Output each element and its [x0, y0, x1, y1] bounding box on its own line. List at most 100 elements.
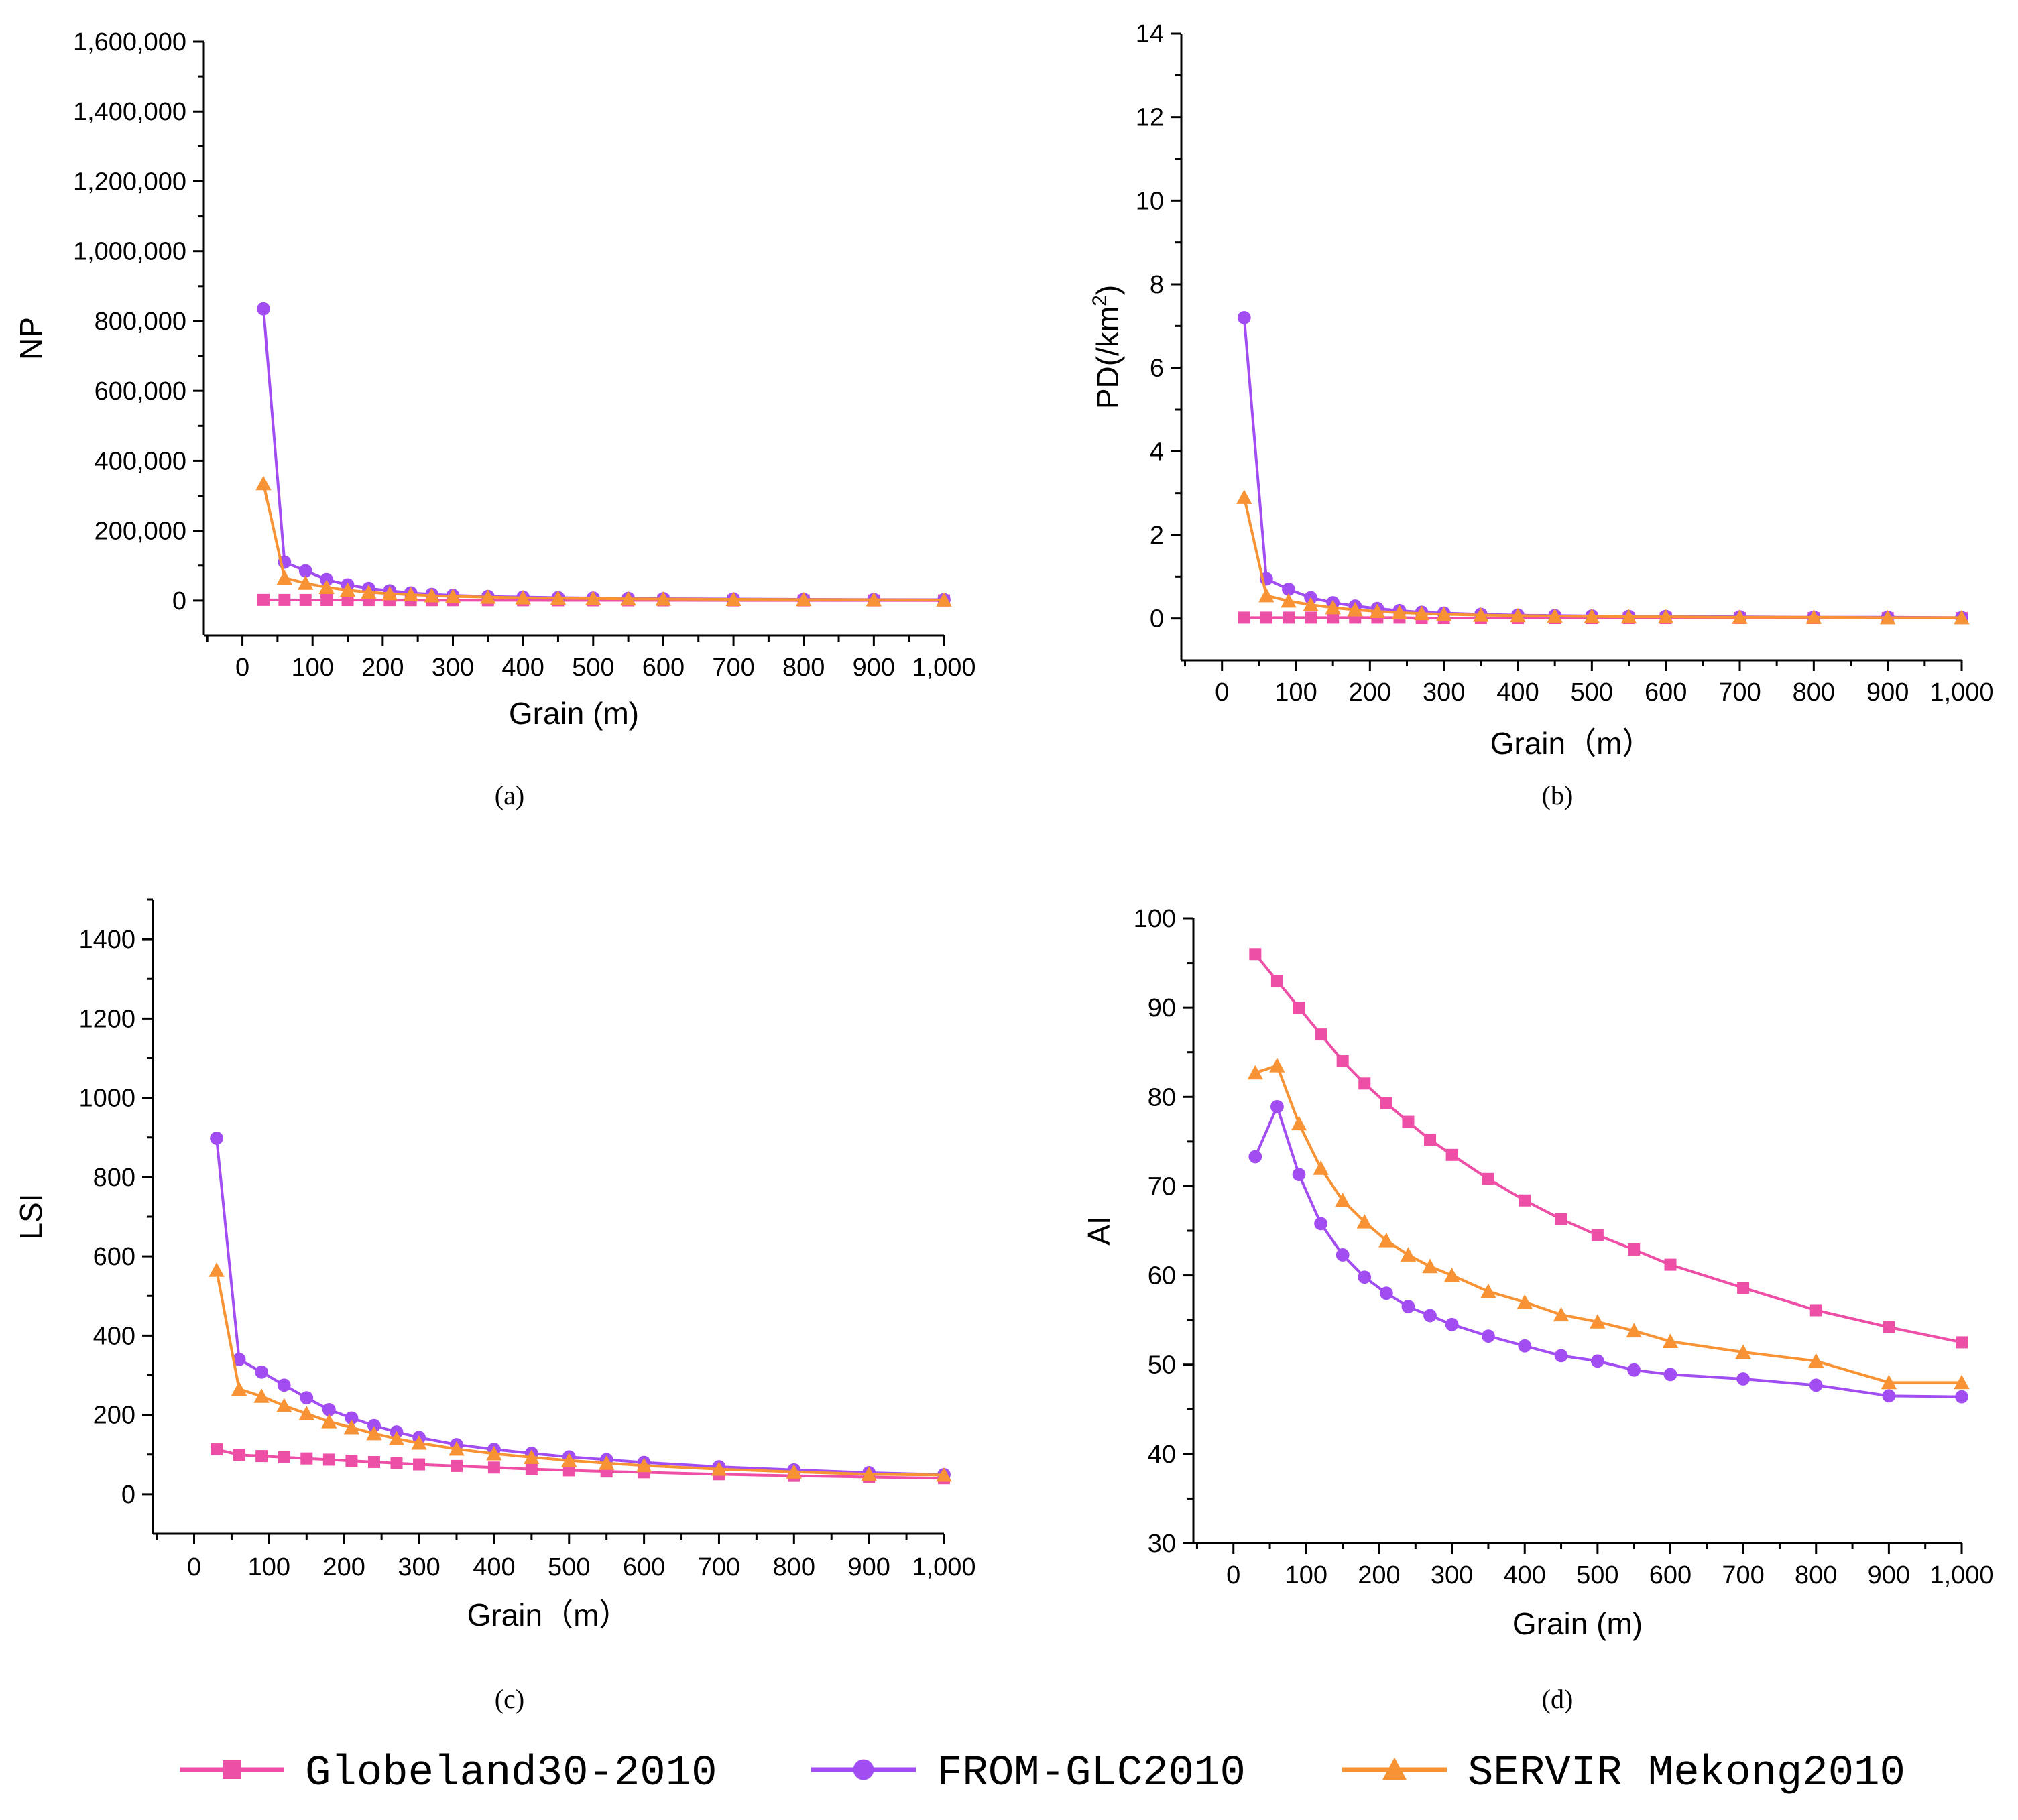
legend-item: FROM-GLC2010	[811, 1750, 1246, 1798]
y-tick-label: 200	[93, 1402, 135, 1430]
data-point	[1336, 1248, 1350, 1262]
data-point	[1547, 608, 1563, 623]
data-point	[1236, 489, 1252, 504]
x-tick-label: 1,000	[1930, 1561, 1993, 1589]
x-tick-label: 500	[572, 654, 614, 682]
y-tick-label: 1,600,000	[73, 28, 186, 56]
data-point	[257, 302, 270, 316]
x-tick-label: 1,000	[912, 1553, 975, 1581]
series-line	[261, 483, 945, 601]
data-point	[1423, 1309, 1437, 1323]
data-point	[1291, 1115, 1307, 1131]
data-point	[211, 1443, 223, 1456]
data-point	[299, 593, 312, 606]
x-axis-title: Grain (m)	[509, 696, 639, 731]
y-tick-label: 50	[1148, 1351, 1176, 1380]
x-tick-label: 700	[1718, 678, 1761, 707]
data-point	[1473, 607, 1489, 622]
data-point	[1356, 1213, 1372, 1229]
data-point	[1260, 611, 1272, 624]
data-point	[278, 593, 291, 606]
data-point	[1358, 1077, 1371, 1090]
data-point	[450, 1459, 463, 1472]
x-tick-label: 100	[1274, 678, 1317, 707]
data-point	[1663, 1368, 1677, 1382]
y-tick-label: 40	[1148, 1441, 1176, 1469]
data-point	[562, 1464, 575, 1477]
x-tick-label: 100	[248, 1553, 290, 1581]
panel-b-pd-chart: 0 100 200 300 400 500 600 700 800 900 1,000 0 2 4 6 8 10…	[1089, 20, 1994, 810]
legend-marker	[853, 1759, 874, 1780]
data-point	[1482, 1329, 1495, 1343]
x-tick-label: 800	[773, 1553, 815, 1581]
panel-c-lsi-chart: 0 100 200 300 400 500 600 700 800 900 1,000 0 200 400…	[13, 898, 976, 1714]
x-tick-label: 700	[712, 654, 754, 682]
data-point	[1401, 1300, 1415, 1314]
y-tick-label: 30	[1148, 1530, 1176, 1558]
x-tick-label: 600	[1649, 1561, 1691, 1589]
data-point	[1400, 1247, 1417, 1262]
x-tick-label: 900	[853, 654, 895, 682]
y-tick-label: 1000	[78, 1085, 135, 1113]
series-line	[1254, 953, 1962, 1344]
data-point	[1380, 1097, 1392, 1109]
legend-marker	[1382, 1757, 1407, 1780]
y-tick-label: 1400	[78, 926, 135, 954]
panel-label: (c)	[495, 1684, 524, 1714]
data-point	[298, 575, 314, 590]
y-tick-label: 14	[1136, 20, 1164, 48]
data-point	[411, 1435, 427, 1450]
data-point	[525, 1463, 538, 1475]
x-tick-label: 1,000	[1930, 678, 1993, 707]
data-point	[1482, 1172, 1494, 1185]
y-tick-label: 6	[1150, 355, 1164, 383]
data-point	[298, 564, 312, 578]
data-point	[322, 1453, 335, 1466]
y-tick-label: 2	[1150, 522, 1164, 550]
x-tick-label: 200	[361, 654, 404, 682]
legend-marker	[223, 1760, 241, 1779]
data-point	[1402, 1115, 1415, 1128]
x-tick-label: 300	[432, 654, 474, 682]
y-tick-label: 200,000	[95, 518, 186, 546]
data-point	[381, 585, 398, 601]
y-tick-label: 1200	[78, 1005, 135, 1033]
data-point	[276, 570, 293, 585]
data-point	[1282, 611, 1295, 624]
data-point	[1519, 1194, 1531, 1207]
data-point	[413, 1458, 426, 1471]
panel-a-np-chart: 0 100 200 300 400 500 600 700 800 900 1,000 0 200,00…	[13, 28, 976, 810]
panel-label: (d)	[1542, 1684, 1574, 1714]
x-tick-label: 400	[1504, 1561, 1546, 1589]
data-point	[253, 1388, 270, 1403]
data-point	[1238, 611, 1250, 624]
data-point	[620, 591, 636, 606]
data-point	[550, 590, 567, 605]
data-point	[515, 590, 531, 605]
data-point	[1249, 948, 1262, 961]
data-point	[1809, 1304, 1822, 1317]
data-point	[320, 593, 333, 606]
data-point	[1443, 1267, 1460, 1282]
data-point	[1590, 1314, 1606, 1329]
x-tick-label: 700	[698, 1553, 740, 1581]
data-point	[1879, 609, 1896, 625]
x-tick-label: 500	[1571, 678, 1613, 707]
y-tick-label: 800	[93, 1164, 135, 1192]
data-point	[636, 1457, 652, 1473]
data-point	[341, 594, 354, 607]
data-point	[1956, 1336, 1968, 1349]
x-tick-label: 200	[323, 1553, 365, 1581]
x-axis-title: Grain（m）	[1490, 726, 1653, 761]
x-tick-label: 600	[623, 1553, 665, 1581]
data-point	[1378, 1232, 1394, 1248]
data-point	[339, 582, 356, 597]
data-point	[480, 589, 496, 604]
data-point	[1445, 1148, 1458, 1161]
x-tick-label: 1,000	[912, 654, 975, 682]
data-point	[561, 1452, 577, 1467]
data-point	[318, 579, 335, 595]
data-point	[1553, 1307, 1569, 1322]
data-point	[278, 1451, 290, 1463]
